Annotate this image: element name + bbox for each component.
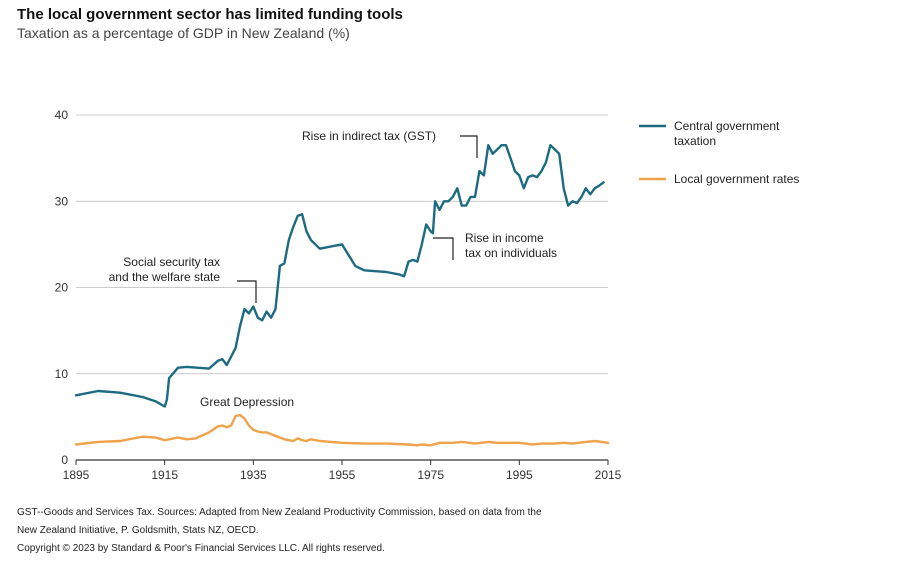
annotation-income-tax: Rise in income tax on individuals [465, 231, 557, 260]
annotation-social-security: Social security tax and the welfare state [109, 255, 221, 284]
series-lines [74, 143, 610, 447]
annotation-income-tax-leader [433, 237, 454, 260]
local-government-line [74, 413, 610, 447]
y-tick-label: 10 [55, 367, 69, 381]
x-tick-label: 1915 [151, 468, 178, 482]
x-tick-label: 1955 [329, 468, 356, 482]
annotation-great-depression: Great Depression [200, 395, 294, 409]
x-tick-label: 2015 [595, 468, 622, 482]
legend-label-local: Local government rates [674, 172, 799, 186]
annotation-gst-leader [460, 135, 478, 158]
legend-label-central: Central government taxation [674, 119, 780, 148]
y-tick-label: 20 [55, 281, 69, 295]
annotations: Rise in indirect tax (GST) Rise in income… [109, 129, 557, 409]
y-tick-label: 30 [55, 194, 69, 208]
y-tick-label: 0 [61, 453, 68, 467]
chart-title: The local government sector has limited … [17, 6, 403, 23]
x-axis-ticks: 1895 1915 1935 1955 1975 1995 2015 [63, 460, 622, 482]
copyright-notice: Copyright © 2023 by Standard & Poor's Fi… [17, 543, 385, 554]
annotation-gst: Rise in indirect tax (GST) [302, 129, 436, 143]
footnote-sources: GST--Goods and Services Tax. Sources: Ad… [17, 507, 542, 518]
central-government-line [74, 143, 605, 408]
legend: Central government taxation Local governme… [639, 119, 799, 186]
x-tick-label: 1975 [417, 468, 444, 482]
y-tick-label: 40 [55, 108, 69, 122]
annotation-social-security-leader [237, 280, 257, 303]
x-tick-label: 1935 [240, 468, 267, 482]
gridlines [76, 114, 608, 461]
x-tick-label: 1995 [506, 468, 533, 482]
chart-subtitle: Taxation as a percentage of GDP in New Z… [17, 25, 350, 41]
y-axis-ticks: 0 10 20 30 40 [55, 108, 69, 467]
x-tick-label: 1895 [63, 468, 90, 482]
footnote-sources-cont: New Zealand Initiative, P. Goldsmith, St… [17, 525, 259, 536]
